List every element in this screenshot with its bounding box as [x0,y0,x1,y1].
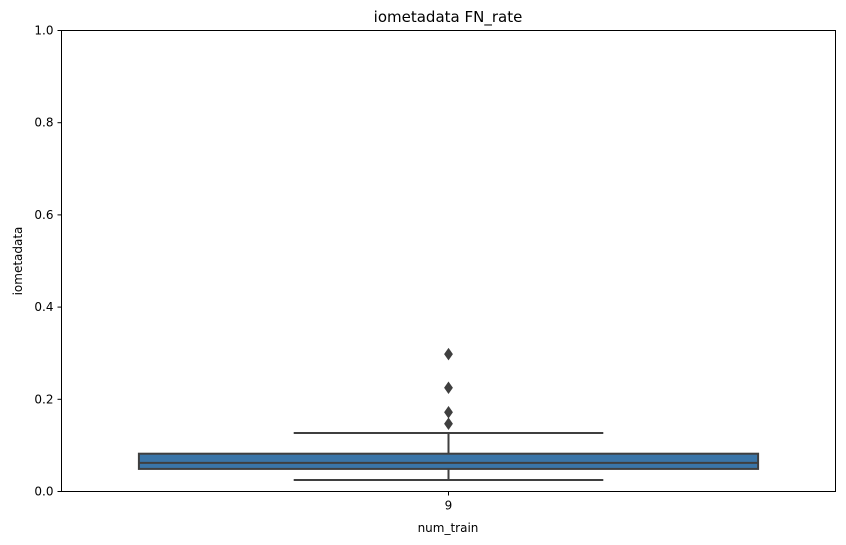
y-tick-label: 0.0 [34,485,53,499]
box-group [137,347,760,481]
y-axis-label: iometadata [11,227,25,296]
y-tick-label: 0.4 [34,300,53,314]
iqr-box [137,452,760,470]
outlier-point [444,417,453,431]
y-tick-label: 0.6 [34,208,53,222]
plot-area [137,347,760,481]
outlier-point [444,405,453,419]
outlier-point [444,381,453,395]
y-axis-ticks: 0.0 0.2 0.4 0.6 0.8 1.0 [34,24,62,499]
y-tick-label: 1.0 [34,24,53,38]
x-axis-label: num_train [418,521,479,535]
x-axis-ticks: 9 [445,491,453,513]
axes-frame [61,30,836,492]
y-tick-label: 0.2 [34,392,53,406]
y-tick-label: 0.8 [34,116,53,130]
x-tick-label: 9 [445,499,453,513]
chart-title: iometadata FN_rate [374,8,523,27]
outlier-point [444,347,453,361]
